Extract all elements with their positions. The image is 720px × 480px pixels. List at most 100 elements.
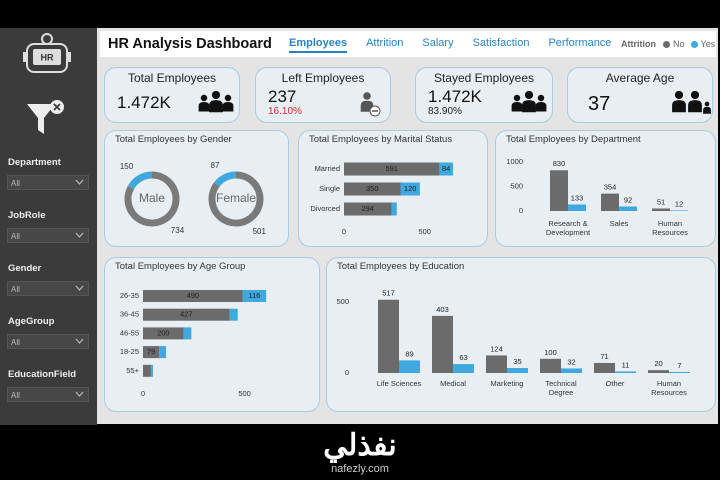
kpi-card: Stayed Employees 1.472K 83.90% (415, 67, 553, 123)
donut-segment (208, 171, 264, 227)
chart-title: Total Employees by Department (506, 134, 641, 145)
data-label: 35 (513, 357, 521, 366)
donut-segment (127, 171, 153, 190)
data-label: 830 (553, 159, 566, 168)
data-label: 84 (442, 164, 450, 173)
legend-title: Attrition (621, 39, 656, 49)
bar (486, 355, 507, 373)
kpi-title: Total Employees (127, 71, 217, 85)
data-label: 63 (459, 353, 467, 362)
bar-segment (344, 202, 392, 216)
logo-text: HR (41, 52, 54, 62)
filter-dropdown[interactable]: All (7, 334, 89, 349)
category-label: Research & Development (545, 219, 591, 237)
data-label: 20 (654, 359, 662, 368)
donut-segment (213, 171, 237, 187)
kpi-title: Left Employees (281, 71, 365, 85)
category-label: Technical Degree (545, 379, 577, 397)
icon-part (224, 94, 232, 102)
y-tick-label: 0 (345, 368, 349, 377)
dashboard-title: HR Analysis Dashboard (108, 36, 272, 52)
kpi-card: Left Employees 237 16.10% (255, 67, 391, 123)
category-label: 55+ (126, 366, 139, 375)
data-label: 294 (361, 204, 374, 213)
chart-title: Total Employees by Age Group (115, 261, 246, 272)
bar (669, 372, 690, 373)
data-label: 92 (624, 195, 632, 204)
nav: Employees Attrition Salary Satisfaction Perf… (289, 37, 611, 53)
nav-item[interactable]: Employees (289, 37, 348, 53)
bar (561, 368, 582, 373)
icon-part (674, 90, 684, 100)
bar-segment (143, 364, 151, 377)
icon-part (200, 94, 208, 102)
icon-part (513, 94, 521, 102)
bar (648, 370, 669, 373)
filter-label: EducationField (8, 369, 77, 380)
chart-card: 26-35 490 116 36-45 427 46-55 200 18-25 79 55+ 0 50… (104, 257, 320, 412)
category-label: Other (605, 379, 625, 388)
icon-part (511, 102, 523, 112)
filter-label: Gender (8, 263, 42, 274)
filter-dropdown[interactable]: All (7, 387, 89, 402)
chevron-path (75, 338, 84, 344)
kpi-card: Average Age 37 (567, 67, 713, 123)
data-label: 124 (490, 344, 503, 353)
bar (652, 208, 670, 211)
chart-card: 150 734 Male 87 501 Female Total Employees by … (104, 130, 289, 247)
category-label: Divorced (310, 204, 340, 213)
chart: 150 734 Male 87 501 Female (120, 161, 267, 236)
icon-part (688, 100, 702, 113)
data-label: 591 (385, 164, 398, 173)
y-tick-label: 500 (510, 181, 523, 190)
data-label: 490 (187, 291, 200, 300)
bar-segment (159, 346, 166, 359)
kpi-title: Stayed Employees (433, 71, 535, 85)
watermark-url: nafezly.com (331, 463, 389, 475)
filter-dropdown[interactable]: All (7, 228, 89, 243)
nav-item[interactable]: Satisfaction (472, 37, 530, 49)
icon-part (535, 102, 547, 112)
nav-item[interactable]: Attrition (366, 37, 404, 49)
data-label: 427 (180, 310, 193, 319)
bar (453, 364, 474, 373)
filter-dropdown[interactable]: All (7, 175, 89, 190)
y-tick-label: 1000 (506, 157, 523, 166)
bar (550, 170, 568, 211)
icon-part (198, 102, 210, 112)
chevron (75, 285, 84, 291)
chart-title: Total Employees by Gender (115, 134, 232, 145)
filter-icon (27, 100, 64, 134)
filter-dropdown[interactable]: All (7, 281, 89, 296)
icon-part (524, 90, 534, 100)
bar (601, 193, 619, 211)
data-label: 11 (622, 360, 630, 369)
data-label: 354 (604, 183, 617, 192)
x-tick-label: 0 (141, 389, 145, 398)
legend-swatch (690, 40, 698, 48)
data-label: 71 (600, 352, 608, 361)
chart-title: Total Employees by Marital Status (309, 134, 453, 145)
data-label: 734 (171, 226, 185, 235)
nav-item[interactable]: Performance (548, 37, 612, 49)
bar-segment (344, 162, 440, 176)
bar (619, 206, 637, 211)
bar-segment (150, 364, 153, 377)
chart-card: Married 591 84 Single 350 120 Divorced 294 0 500 T… (298, 130, 488, 247)
data-label: 100 (544, 348, 557, 357)
x-tick-label: 500 (418, 227, 431, 236)
legend-label: No (673, 39, 685, 49)
bar-segment (344, 182, 401, 196)
kpi-value: 1.472K (428, 87, 482, 106)
kpi-percent: 16.10% (268, 106, 302, 117)
bar (432, 315, 453, 373)
legend: Attrition No Yes (621, 39, 715, 49)
icon-part (672, 100, 686, 113)
bar (568, 204, 586, 211)
nav-item[interactable]: Salary (422, 37, 454, 49)
icon-part (537, 94, 545, 102)
icon-part (209, 100, 223, 113)
bar (670, 210, 688, 211)
bar-segment (143, 327, 184, 340)
bar (507, 368, 528, 373)
